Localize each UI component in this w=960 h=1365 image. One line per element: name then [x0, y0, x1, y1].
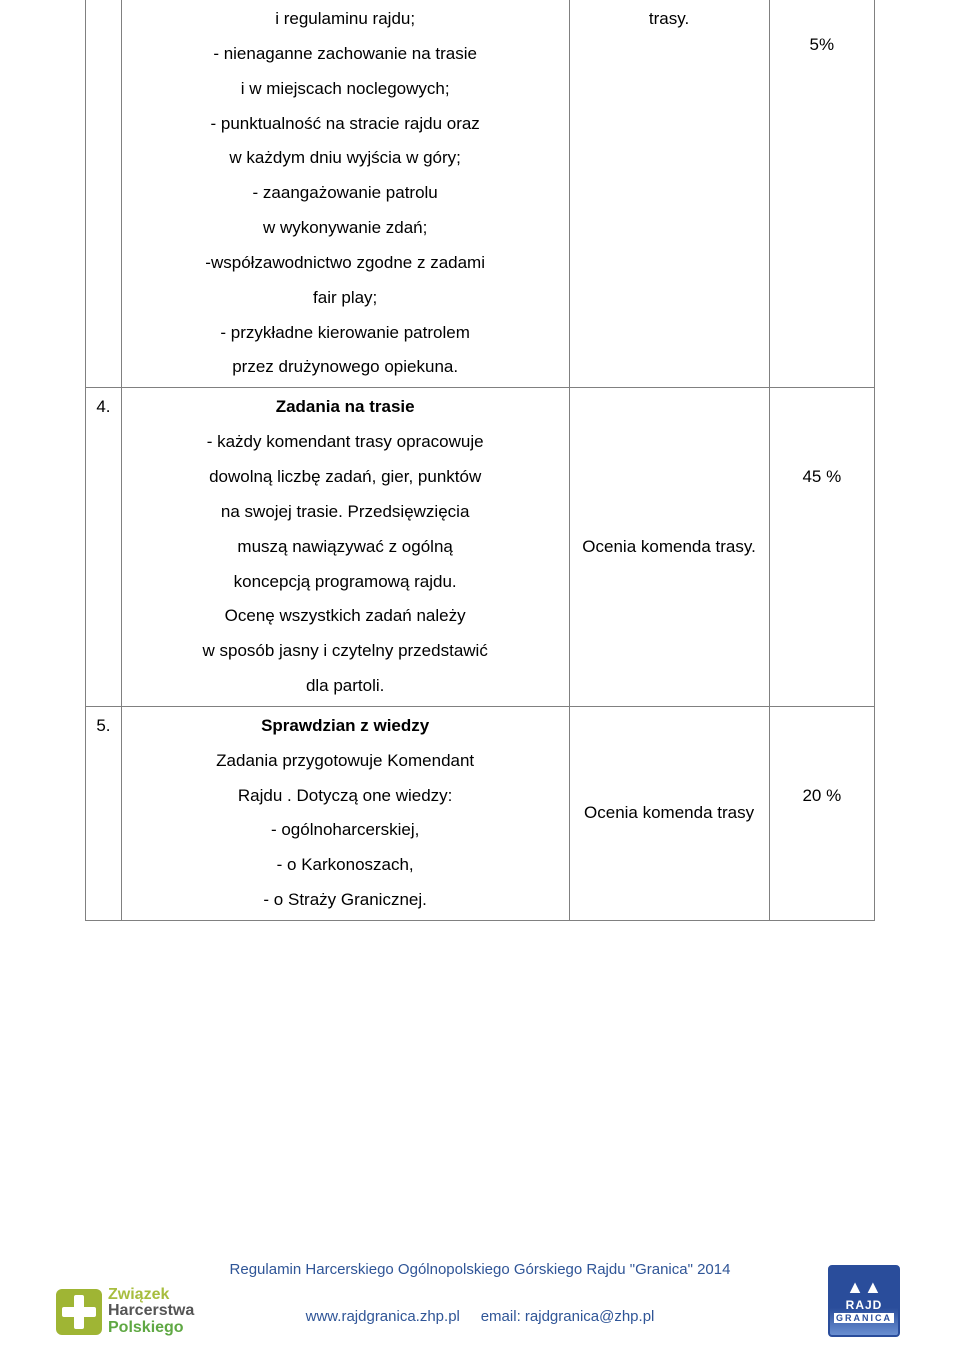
row-number: 4.: [86, 388, 122, 707]
footer-email-label: email:: [481, 1308, 521, 1325]
desc-line: dowolną liczbę zadań, gier, punktów: [126, 460, 565, 495]
document-page: i regulaminu rajdu; - nienaganne zachowa…: [0, 0, 960, 921]
row-number: [86, 0, 122, 388]
desc-line: - każdy komendant trasy opracowuje: [126, 425, 565, 460]
row-percent: 5%: [769, 0, 874, 388]
desc-line: przez drużynowego opiekuna.: [126, 350, 565, 385]
footer-website: www.rajdgranica.zhp.pl: [306, 1308, 460, 1325]
row-number: 5.: [86, 706, 122, 920]
rajd-line: RAJD: [846, 1298, 883, 1312]
mountain-icon: ▲▲: [846, 1277, 882, 1298]
table-row: i regulaminu rajdu; - nienaganne zachowa…: [86, 0, 875, 388]
row-evaluator: trasy.: [569, 0, 769, 388]
desc-line: Zadania przygotowuje Komendant: [126, 744, 565, 779]
desc-line: - ogólnoharcerskiej,: [126, 813, 565, 848]
row-description: Sprawdzian z wiedzy Zadania przygotowuje…: [121, 706, 569, 920]
desc-line: Rajdu . Dotyczą one wiedzy:: [126, 779, 565, 814]
evaluation-table: i regulaminu rajdu; - nienaganne zachowa…: [85, 0, 875, 921]
zhp-logo: Związek Harcerstwa Polskiego: [56, 1287, 194, 1337]
zhp-line: Polskiego: [108, 1320, 194, 1337]
row-percent: 20 %: [769, 706, 874, 920]
footer-email: rajdgranica@zhp.pl: [525, 1308, 654, 1325]
rajd-granica-logo: ▲▲ RAJD GRANICA: [828, 1265, 900, 1337]
desc-heading: Sprawdzian z wiedzy: [126, 709, 565, 744]
row-description: i regulaminu rajdu; - nienaganne zachowa…: [121, 0, 569, 388]
desc-line: i regulaminu rajdu;: [126, 2, 565, 37]
desc-line: - zaangażowanie patrolu: [126, 176, 565, 211]
desc-line: na swojej trasie. Przedsięwzięcia: [126, 495, 565, 530]
desc-line: -współzawodnictwo zgodne z zadami: [126, 246, 565, 281]
row-percent: 45 %: [769, 388, 874, 707]
zhp-line: Harcerstwa: [108, 1303, 194, 1320]
desc-line: koncepcją programową rajdu.: [126, 565, 565, 600]
desc-line: w każdym dniu wyjścia w góry;: [126, 141, 565, 176]
zhp-line: Związek: [108, 1287, 194, 1304]
zhp-cross-icon: [56, 1289, 102, 1335]
desc-line: - przykładne kierowanie patrolem: [126, 316, 565, 351]
table-row: 4. Zadania na trasie - każdy komendant t…: [86, 388, 875, 707]
desc-heading: Zadania na trasie: [126, 390, 565, 425]
row-evaluator: Ocenia komenda trasy.: [569, 388, 769, 707]
desc-line: w wykonywanie zdań;: [126, 211, 565, 246]
footer-title: Regulamin Harcerskiego Ogólnopolskiego G…: [0, 1261, 960, 1278]
desc-line: - nienaganne zachowanie na trasie: [126, 37, 565, 72]
rajd-line: GRANICA: [834, 1313, 894, 1323]
desc-line: Ocenę wszystkich zadań należy: [126, 599, 565, 634]
desc-line: w sposób jasny i czytelny przedstawić: [126, 634, 565, 669]
row-evaluator: Ocenia komenda trasy: [569, 706, 769, 920]
desc-line: i w miejscach noclegowych;: [126, 72, 565, 107]
desc-line: - punktualność na stracie rajdu oraz: [126, 107, 565, 142]
desc-line: dla partoli.: [126, 669, 565, 704]
desc-line: - o Karkonoszach,: [126, 848, 565, 883]
desc-line: - o Straży Granicznej.: [126, 883, 565, 918]
row-description: Zadania na trasie - każdy komendant tras…: [121, 388, 569, 707]
zhp-text: Związek Harcerstwa Polskiego: [108, 1287, 194, 1337]
desc-line: muszą nawiązywać z ogólną: [126, 530, 565, 565]
table-row: 5. Sprawdzian z wiedzy Zadania przygotow…: [86, 706, 875, 920]
desc-line: fair play;: [126, 281, 565, 316]
